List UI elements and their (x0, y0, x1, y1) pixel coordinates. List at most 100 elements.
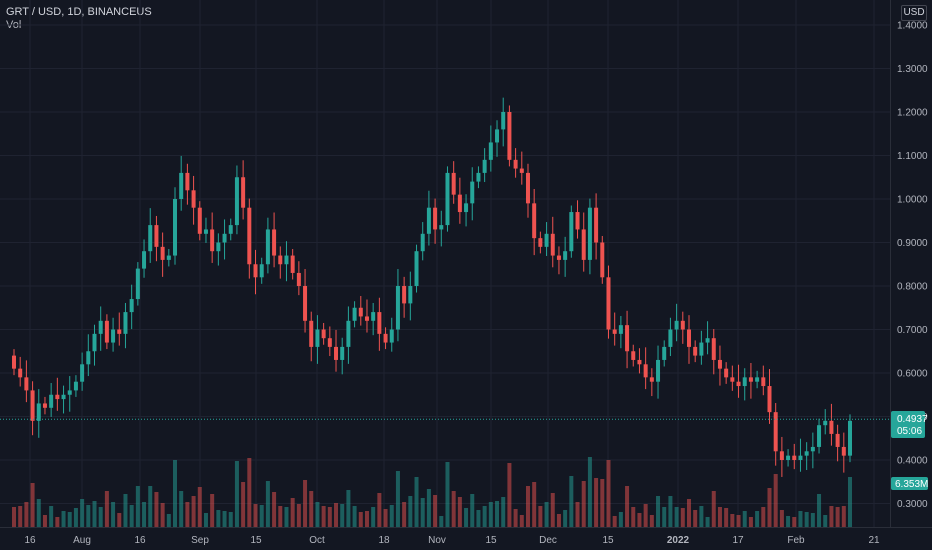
time-tick-label: 15 (602, 535, 614, 546)
volume-bar (600, 479, 605, 527)
candle-body (383, 333, 388, 343)
volume-bar (433, 495, 438, 527)
volume-bar (470, 494, 475, 527)
candle-body (278, 255, 283, 265)
candle-body (129, 299, 134, 313)
candle-body (625, 325, 630, 352)
symbol-title: GRT / USD, 1D, BINANCEUS (6, 6, 152, 18)
candle-body (259, 264, 264, 278)
volume-bar (736, 515, 741, 527)
volume-bar (296, 504, 301, 527)
volume-bar (30, 483, 35, 527)
volume-bar (290, 498, 295, 527)
candle-body (600, 242, 605, 278)
time-tick-label: 15 (485, 535, 497, 546)
volume-bar (80, 499, 85, 527)
volume-bar (482, 506, 487, 527)
volume-bar (197, 487, 202, 527)
volume-bar (49, 506, 54, 527)
volume-tag-value: 6.353M (895, 479, 928, 490)
candle-body (222, 233, 227, 243)
candle-body (309, 320, 314, 347)
candle-body (408, 286, 413, 304)
volume-bar (625, 486, 630, 527)
volume-bar (104, 491, 109, 527)
candle-body (779, 451, 784, 460)
volume-bar (321, 506, 326, 527)
candle-body (148, 225, 153, 252)
volume-bar (587, 457, 592, 527)
candle-body (482, 159, 487, 173)
volume-bar (414, 477, 419, 527)
volume-bars (12, 457, 852, 527)
candle-body (160, 246, 165, 260)
volume-bar (377, 493, 382, 527)
candle-body (315, 329, 320, 347)
volume-bar (129, 505, 134, 527)
candle-body (303, 286, 308, 321)
volume-bar (315, 502, 320, 527)
volume-bar (519, 515, 524, 527)
candle-body (513, 159, 518, 169)
candle-body (395, 286, 400, 330)
volume-bar (649, 515, 654, 527)
candle-body (755, 377, 760, 382)
volume-bar (724, 508, 729, 527)
candle-body (433, 207, 438, 230)
volume-bar (810, 513, 815, 527)
volume-bar (804, 512, 809, 527)
candle-body (544, 233, 549, 247)
time-tick-label: 16 (134, 535, 146, 546)
currency-button[interactable]: USD (901, 5, 927, 21)
time-tick-label: 15 (250, 535, 262, 546)
candle-body (123, 312, 128, 334)
candle-body (216, 242, 221, 252)
price-tick-label: 0.6000 (897, 369, 928, 380)
price-tick-label: 1.1000 (897, 151, 928, 162)
volume-bar (24, 502, 29, 527)
candle-body (501, 112, 506, 130)
volume-bar (538, 506, 543, 527)
volume-bar (730, 514, 735, 527)
candle-body (210, 229, 215, 252)
volume-bar (495, 501, 500, 527)
candle-body (104, 320, 109, 343)
volume-bar (210, 494, 215, 527)
volume-bar (569, 476, 574, 527)
volume-bar (61, 511, 66, 527)
volume-bar (111, 502, 116, 527)
candle-body (197, 207, 202, 234)
volume-bar (402, 502, 407, 527)
volume-bar (247, 458, 252, 527)
volume-bar (748, 517, 753, 527)
candle-body (364, 316, 369, 321)
volume-bar (674, 507, 679, 527)
price-tick-label: 1.3000 (897, 64, 928, 75)
volume-bar (383, 509, 388, 527)
candle-body (247, 207, 252, 265)
volume-bar (358, 512, 363, 527)
candle-body (717, 359, 722, 369)
volume-bar (668, 496, 673, 527)
volume-bar (742, 511, 747, 527)
candle-body (327, 338, 332, 347)
candle-body (563, 251, 568, 260)
volume-bar (55, 517, 60, 527)
candle-body (823, 420, 828, 426)
candle-body (612, 329, 617, 334)
candle-body (445, 172, 450, 226)
price-tick-label: 0.9000 (897, 238, 928, 249)
volume-bar (309, 491, 314, 527)
candle-body (730, 377, 735, 382)
candle-body (835, 433, 840, 447)
time-tick-label: 18 (378, 535, 390, 546)
candle-body (18, 368, 23, 378)
candle-body (414, 251, 419, 286)
volume-bar (253, 504, 258, 527)
time-tick-label: 2022 (667, 535, 690, 546)
candle-body (643, 364, 648, 378)
volume-bar (278, 506, 283, 527)
volume-bar (835, 507, 840, 527)
volume-bar (408, 496, 413, 527)
